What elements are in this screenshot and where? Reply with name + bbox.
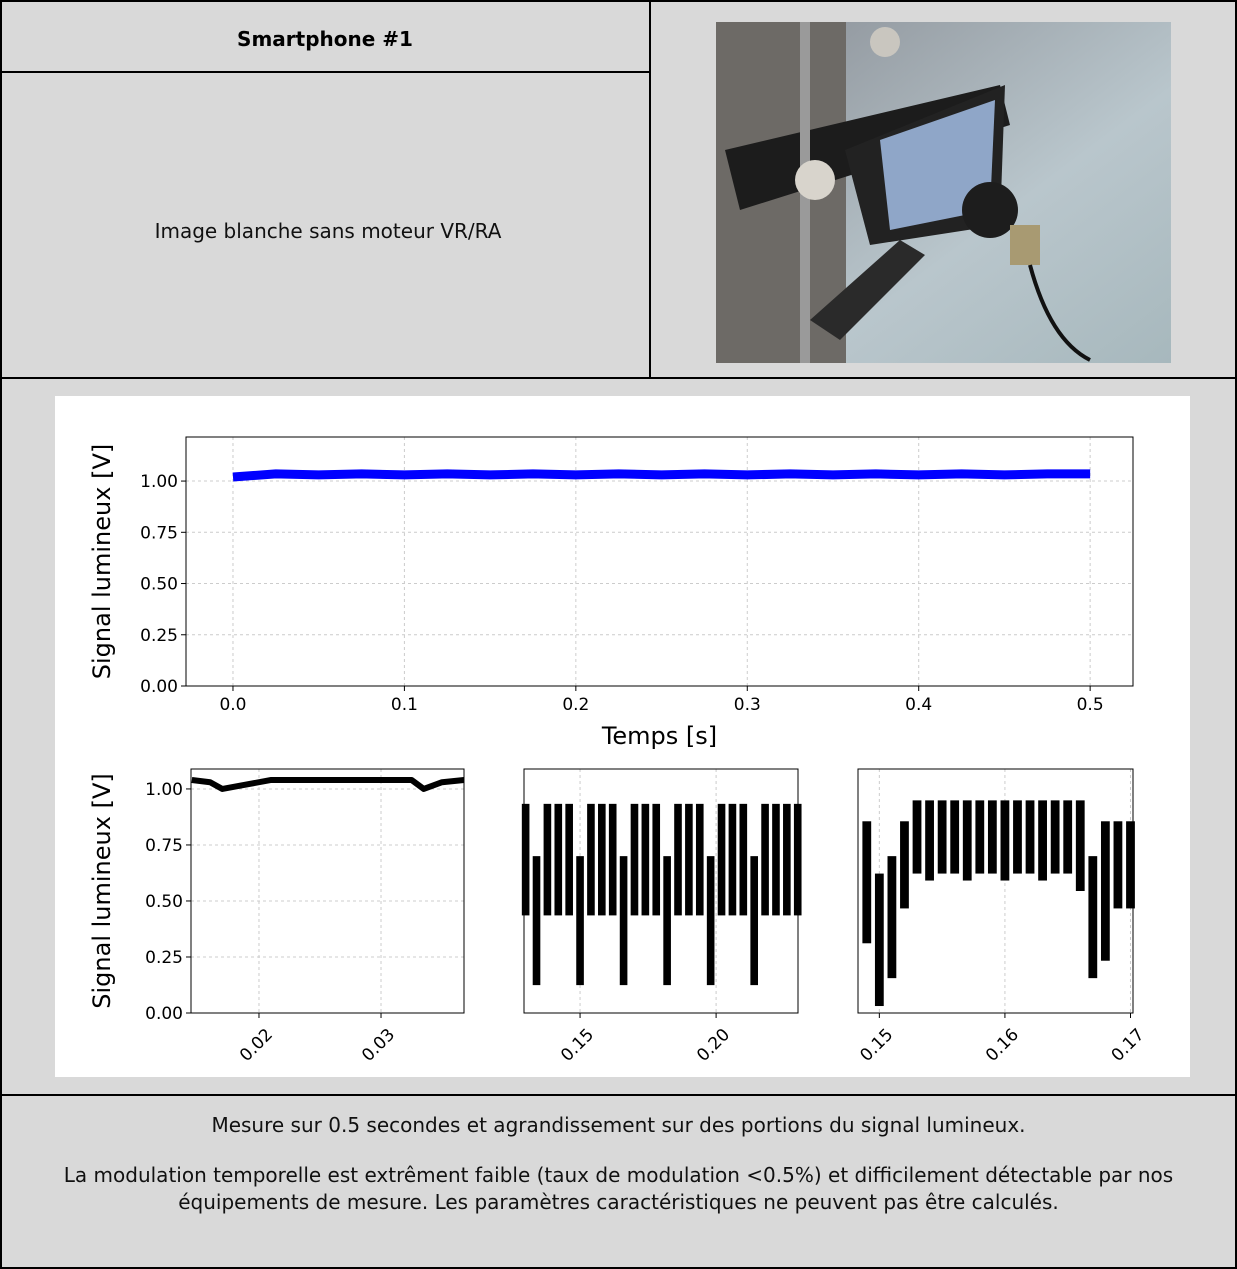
y-tick-label: 0.25 (140, 626, 178, 646)
signal-band (717, 803, 726, 916)
axes-frame (190, 768, 465, 1014)
signal-band (1013, 800, 1022, 874)
signal-band (862, 821, 872, 944)
signal-band (1075, 800, 1085, 891)
signal-band (937, 800, 947, 874)
signal-band (1050, 800, 1060, 874)
signal-band (900, 821, 909, 909)
y-axis-label: Signal lumineux [V] (88, 773, 116, 1008)
signal-band (1088, 856, 1098, 979)
signal-band (1100, 821, 1110, 961)
signal-band (663, 856, 671, 986)
signal-band (630, 803, 639, 916)
y-axis-label: Signal lumineux [V] (88, 444, 116, 679)
x-axis-label: Temps [s] (601, 722, 717, 750)
signal-band (674, 803, 682, 916)
signal-band (543, 803, 552, 916)
cell-title: Smartphone #1 (237, 27, 413, 51)
signal-band (739, 803, 748, 916)
signal-band (554, 803, 563, 916)
signal-band (685, 803, 693, 916)
x-tick-label: 0.1 (391, 695, 418, 715)
signal-band (987, 800, 997, 874)
y-tick-label: 0.25 (145, 948, 183, 968)
signal-band (962, 800, 972, 881)
y-tick-label: 0.00 (145, 1004, 183, 1024)
signal-band (750, 856, 759, 986)
charts: 0.0 0.1 0.2 0.3 0.4 0.5 0.00 0.25 0.50 0.75 1.00 Si… (88, 436, 1149, 1066)
signal-band (761, 803, 769, 916)
signal-band (608, 803, 617, 916)
x-tick-label: 0.0 (219, 695, 246, 715)
cell-description: Image blanche sans moteur VR/RA (155, 219, 502, 243)
signal-band (695, 803, 704, 916)
signal-band (521, 803, 530, 916)
signal-band (1063, 800, 1073, 874)
signal-band (587, 803, 595, 916)
y-tick-label: 0.75 (140, 523, 178, 543)
footer-paragraph: La modulation temporelle est extrêment f… (63, 1163, 1174, 1214)
signal-line (191, 776, 465, 792)
signal-band (1126, 821, 1135, 909)
x-tick-label: 0.4 (905, 695, 932, 715)
x-tick-label: 0.2 (562, 695, 589, 715)
signal-band (1113, 821, 1123, 909)
signal-band (874, 873, 884, 1007)
x-tick-label: 0.5 (1077, 695, 1104, 715)
signal-band (1025, 800, 1035, 874)
y-tick-label: 0.50 (145, 892, 183, 912)
signal-band (565, 803, 573, 916)
footer-paragraph: Mesure sur 0.5 secondes et agrandissemen… (211, 1113, 1026, 1137)
signal-band (619, 856, 628, 986)
y-tick-label: 0.75 (145, 836, 183, 856)
y-tick-label: 1.00 (140, 472, 178, 492)
signal-band (783, 803, 791, 916)
axes-frame (523, 768, 799, 1014)
y-tick-label: 0.50 (140, 575, 178, 595)
signal-band (598, 803, 606, 916)
signal-band (950, 800, 960, 874)
signal-band (652, 803, 661, 916)
y-tick-label: 0.00 (140, 677, 178, 697)
signal-band (1000, 800, 1010, 881)
signal-band (706, 856, 715, 986)
signal-band (772, 803, 780, 916)
signal-band (887, 856, 897, 979)
signal-band (728, 803, 737, 916)
axes-frame (185, 436, 1134, 687)
signal-band (532, 856, 541, 986)
photo (716, 22, 1171, 363)
signal-band (576, 856, 584, 986)
signal-band (975, 800, 985, 874)
signal-band (641, 803, 650, 916)
signal-band (1038, 800, 1047, 881)
signal-band (912, 800, 922, 874)
x-tick-label: 0.3 (734, 695, 761, 715)
signal-band (925, 800, 934, 881)
signal-line (232, 469, 1091, 482)
y-tick-label: 1.00 (145, 780, 183, 800)
axes-frame (857, 768, 1134, 1014)
